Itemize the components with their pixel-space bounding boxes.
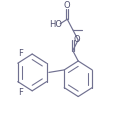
Text: HO: HO [49,20,62,29]
Text: O: O [73,35,80,44]
Text: F: F [18,49,23,58]
Text: F: F [18,88,23,97]
Text: O: O [63,1,70,10]
